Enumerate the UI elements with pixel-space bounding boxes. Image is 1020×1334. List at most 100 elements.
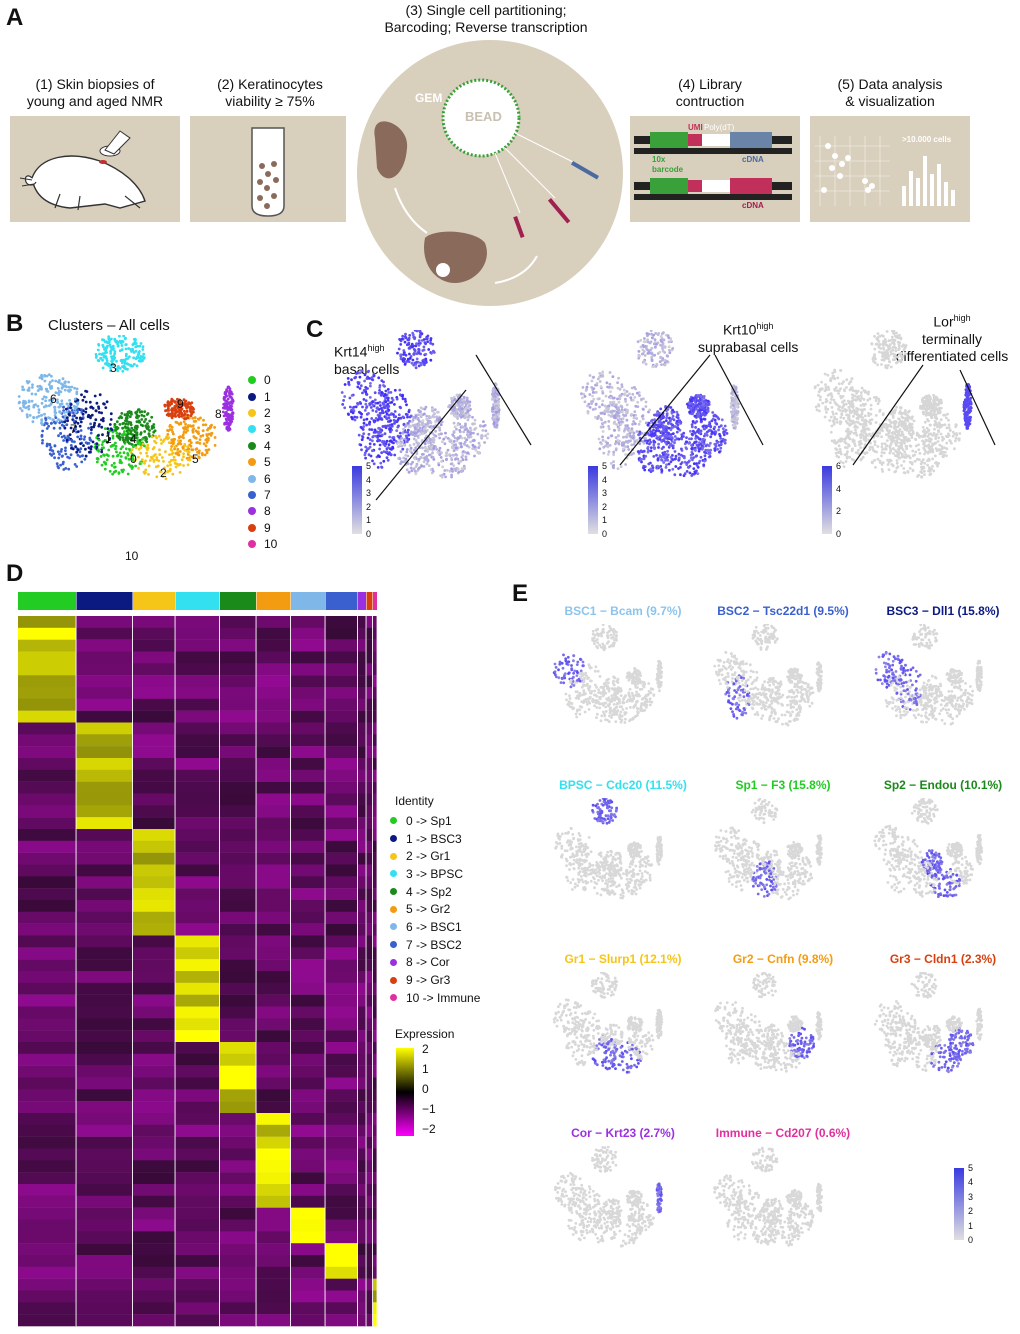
umap-point bbox=[622, 441, 626, 445]
umap-point bbox=[644, 400, 648, 404]
umap-point bbox=[35, 416, 39, 419]
krt14-gene: Krt14 bbox=[334, 343, 368, 360]
umap-point bbox=[205, 451, 209, 455]
umap-point bbox=[129, 430, 133, 433]
umap-point bbox=[203, 453, 207, 457]
umap-point bbox=[879, 461, 882, 464]
krt14-title: Krt14high basal cells bbox=[334, 340, 399, 378]
umap-point bbox=[206, 438, 210, 442]
umap-point bbox=[117, 436, 121, 440]
umap-point bbox=[171, 458, 175, 462]
umap-point bbox=[656, 464, 660, 468]
umap-point bbox=[610, 385, 613, 389]
umap-point bbox=[597, 437, 601, 441]
legend-label: 3 bbox=[264, 422, 271, 437]
umap-point bbox=[713, 414, 717, 417]
umap-point bbox=[121, 426, 124, 430]
umap-point bbox=[641, 417, 645, 421]
umap-point bbox=[691, 404, 695, 408]
umap-point bbox=[68, 433, 72, 436]
umap-point bbox=[698, 431, 702, 435]
umap-point bbox=[53, 444, 57, 448]
umap-point bbox=[414, 446, 418, 450]
umap-point bbox=[471, 447, 474, 450]
umap-point bbox=[112, 461, 116, 465]
umap-point bbox=[631, 436, 635, 440]
umap-point bbox=[147, 473, 150, 476]
umap-point bbox=[379, 404, 382, 407]
umap-point bbox=[888, 360, 892, 364]
umap-point bbox=[442, 437, 446, 441]
umap-point bbox=[614, 436, 618, 439]
umap-point bbox=[373, 398, 377, 402]
umap-point bbox=[348, 396, 352, 400]
umap-point bbox=[369, 384, 372, 388]
umap-point bbox=[362, 432, 366, 436]
umap-point bbox=[659, 407, 663, 411]
cluster-legend: 0 1 2 3 4 5 6 7 8 9 10 bbox=[248, 372, 277, 552]
umap-point bbox=[221, 410, 225, 414]
umap-point bbox=[491, 418, 495, 421]
umap-point bbox=[135, 415, 139, 419]
umap-point bbox=[355, 371, 359, 374]
umap-point bbox=[637, 354, 641, 358]
umap-point bbox=[627, 426, 630, 430]
umap-point bbox=[173, 447, 177, 451]
umap-point bbox=[869, 407, 873, 411]
umap-point bbox=[690, 423, 694, 426]
umap-point bbox=[880, 451, 884, 454]
umap-point bbox=[371, 459, 374, 463]
umap-point bbox=[945, 426, 949, 430]
umap-point bbox=[644, 405, 648, 408]
umap-point bbox=[469, 431, 473, 435]
umap-point bbox=[408, 352, 411, 356]
umap-point bbox=[709, 435, 713, 439]
umap-point bbox=[624, 424, 628, 427]
umap-point bbox=[79, 420, 83, 424]
umap-point bbox=[719, 437, 723, 440]
umap-point bbox=[213, 426, 217, 429]
umap-point bbox=[76, 453, 80, 457]
umap-point bbox=[441, 440, 444, 444]
umap-point bbox=[473, 454, 476, 458]
umap-point bbox=[121, 361, 124, 365]
umap-point bbox=[859, 391, 863, 394]
umap-point bbox=[694, 440, 698, 444]
umap-point bbox=[969, 402, 973, 406]
umap-point bbox=[134, 458, 137, 462]
umap-point bbox=[943, 413, 947, 417]
umap-point bbox=[588, 406, 592, 409]
umap-point bbox=[385, 412, 389, 416]
umap-point bbox=[614, 442, 617, 446]
umap-point bbox=[659, 465, 663, 468]
umap-point bbox=[708, 452, 711, 456]
umap-point bbox=[714, 445, 718, 448]
umap-point bbox=[455, 409, 459, 413]
umap-point bbox=[619, 422, 623, 426]
umap-point bbox=[114, 469, 118, 473]
umap-point bbox=[366, 447, 369, 450]
umap-point bbox=[143, 436, 147, 439]
umap-point bbox=[208, 426, 212, 430]
umap-point bbox=[664, 419, 668, 422]
legend-dot bbox=[248, 474, 256, 483]
umap-point bbox=[945, 454, 948, 458]
umap-point bbox=[659, 356, 662, 360]
umap-point bbox=[886, 364, 890, 367]
umap-point bbox=[72, 429, 76, 433]
umap-point bbox=[431, 414, 435, 418]
umap-point bbox=[387, 452, 390, 456]
umap-point bbox=[45, 387, 49, 391]
umap-point bbox=[207, 448, 211, 451]
umap-point bbox=[38, 384, 42, 388]
umap-point bbox=[358, 375, 362, 379]
umap-point bbox=[601, 374, 605, 378]
umap-point bbox=[656, 411, 659, 415]
umap-point bbox=[951, 434, 955, 438]
umap-point bbox=[25, 413, 29, 417]
umap-point bbox=[169, 463, 172, 467]
umap-point bbox=[887, 468, 891, 472]
umap-point bbox=[721, 437, 725, 441]
umap-point bbox=[735, 405, 738, 409]
umap-point bbox=[660, 363, 663, 366]
